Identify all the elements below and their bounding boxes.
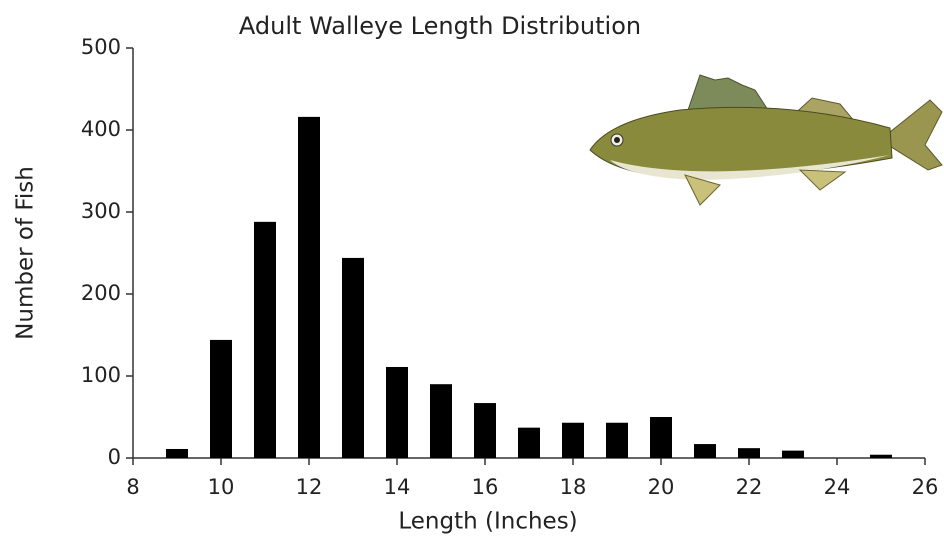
chart-title: Adult Walleye Length Distribution: [239, 12, 641, 40]
bar: [430, 384, 452, 458]
x-tick-label: 14: [384, 475, 411, 499]
bar: [210, 340, 232, 458]
x-tick-label: 24: [824, 475, 851, 499]
bar: [738, 448, 760, 458]
bar: [694, 444, 716, 458]
bar: [386, 367, 408, 458]
y-tick-label: 200: [81, 281, 121, 305]
y-tick-label: 0: [108, 445, 121, 469]
bar: [342, 258, 364, 458]
x-tick-label: 16: [472, 475, 499, 499]
bar: [782, 451, 804, 458]
bar: [650, 417, 672, 458]
y-tick-label: 100: [81, 363, 121, 387]
y-axis-label: Number of Fish: [13, 166, 39, 340]
x-tick-label: 10: [208, 475, 235, 499]
bar: [474, 403, 496, 458]
y-tick-label: 400: [81, 117, 121, 141]
x-tick-label: 20: [648, 475, 675, 499]
bar: [254, 222, 276, 458]
chart: Adult Walleye Length Distribution Length…: [0, 0, 944, 540]
bar: [166, 449, 188, 458]
x-tick-label: 26: [912, 475, 939, 499]
bar: [298, 117, 320, 458]
x-tick-label: 8: [126, 475, 139, 499]
x-axis-label: Length (Inches): [398, 509, 577, 535]
y-tick-label: 300: [81, 199, 121, 223]
bar: [606, 423, 628, 458]
bar: [562, 423, 584, 458]
bar: [870, 455, 892, 458]
x-tick-label: 18: [560, 475, 587, 499]
x-tick-label: 12: [296, 475, 323, 499]
x-tick-label: 22: [736, 475, 763, 499]
bar: [518, 428, 540, 458]
y-tick-label: 500: [81, 35, 121, 59]
fish-illustration: [590, 75, 942, 205]
page: Adult Walleye Length Distribution Length…: [0, 0, 944, 540]
